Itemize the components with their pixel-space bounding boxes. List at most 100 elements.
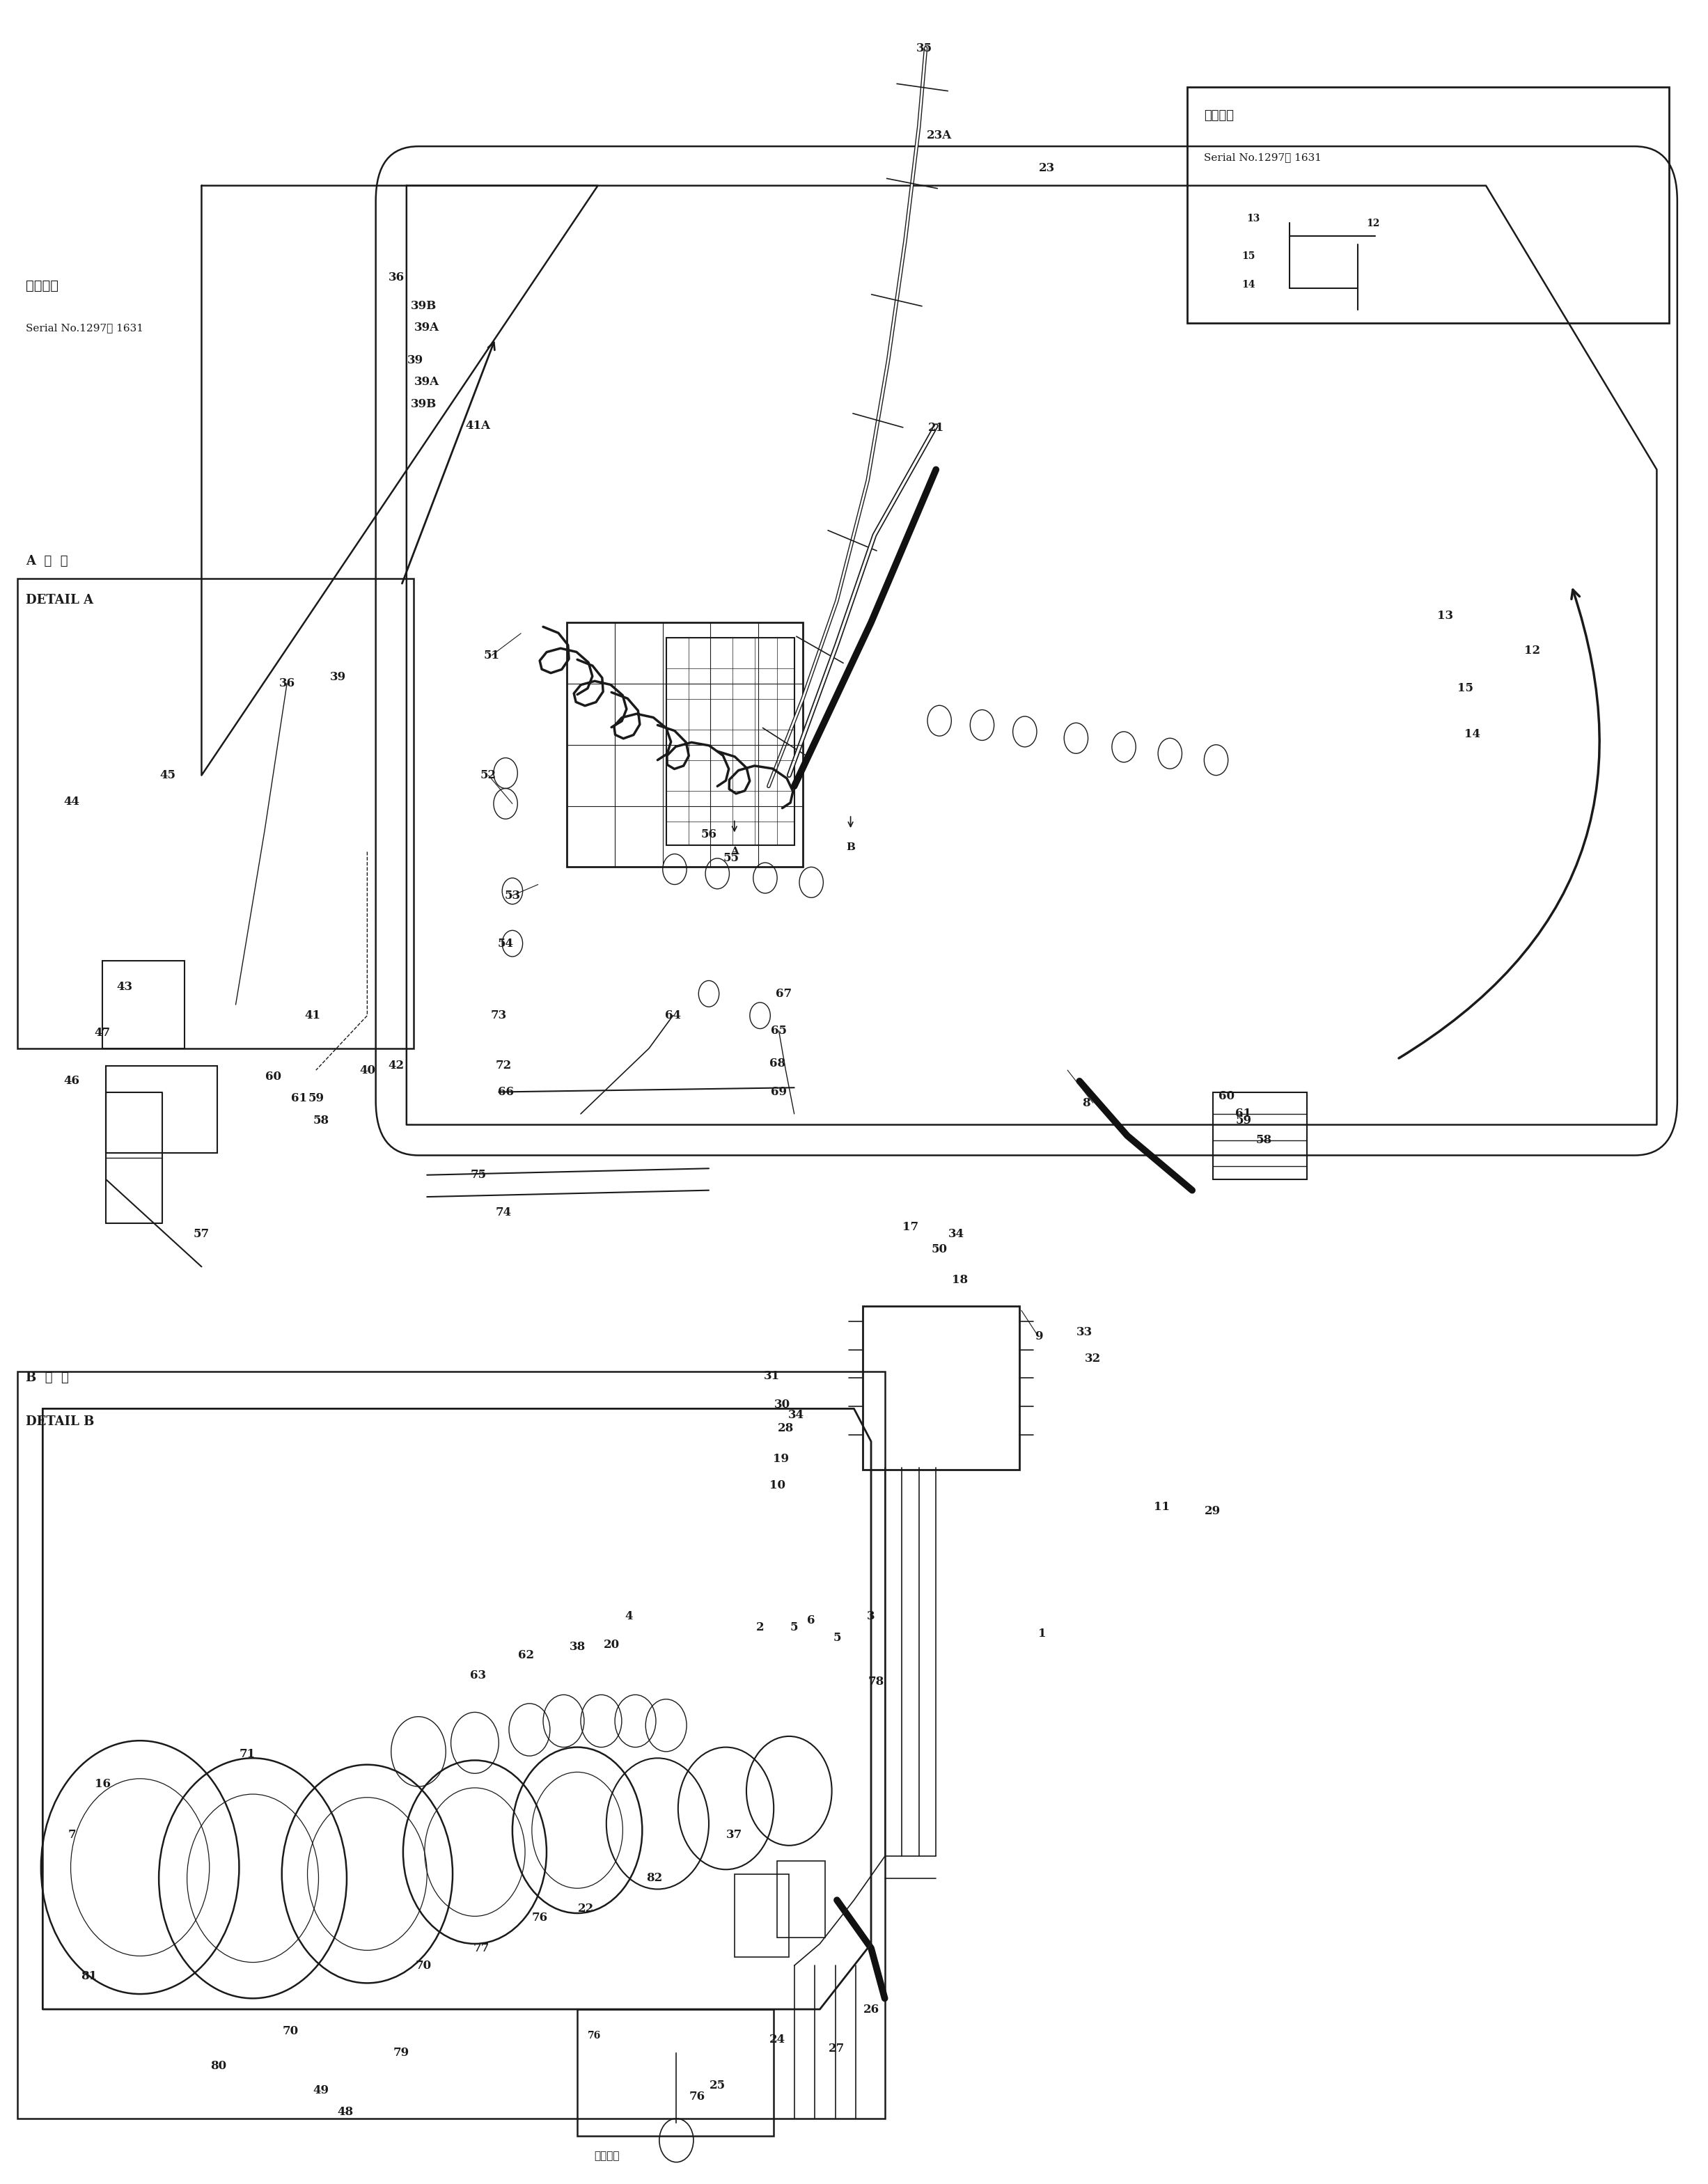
Text: 31: 31 xyxy=(763,1369,781,1382)
Text: 36: 36 xyxy=(278,677,295,690)
Bar xyxy=(17,579,413,1048)
Text: 39A: 39A xyxy=(415,376,439,389)
Text: 52: 52 xyxy=(480,769,497,782)
Text: 6: 6 xyxy=(808,1614,815,1627)
Text: 44: 44 xyxy=(63,795,80,808)
Text: 32: 32 xyxy=(1085,1352,1102,1365)
Text: 45: 45 xyxy=(159,769,176,782)
Bar xyxy=(102,961,184,1048)
Text: 73: 73 xyxy=(490,1009,507,1022)
Text: 17: 17 xyxy=(902,1221,919,1234)
Text: 42: 42 xyxy=(388,1059,405,1072)
Text: 49: 49 xyxy=(313,2084,330,2097)
Text: 70: 70 xyxy=(282,2025,299,2038)
Text: 66: 66 xyxy=(497,1085,514,1099)
Text: 53: 53 xyxy=(504,889,521,902)
Text: 26: 26 xyxy=(863,2003,880,2016)
Text: 14: 14 xyxy=(1464,727,1481,740)
Text: 76: 76 xyxy=(588,2031,601,2040)
Text: 20: 20 xyxy=(603,1638,620,1651)
Text: 60: 60 xyxy=(1218,1090,1235,1103)
Text: 75: 75 xyxy=(470,1168,487,1182)
Text: 25: 25 xyxy=(709,2079,726,2092)
Text: 67: 67 xyxy=(775,987,793,1000)
Text: 79: 79 xyxy=(393,2046,410,2060)
Text: 61: 61 xyxy=(1235,1107,1252,1120)
Text: 33: 33 xyxy=(1076,1326,1093,1339)
Text: 34: 34 xyxy=(787,1409,804,1422)
Text: 76: 76 xyxy=(688,2090,705,2103)
Text: 64: 64 xyxy=(664,1009,681,1022)
Text: 43: 43 xyxy=(116,981,133,994)
Text: 1: 1 xyxy=(1038,1627,1045,1640)
Text: 39: 39 xyxy=(407,354,424,367)
Text: 41A: 41A xyxy=(466,419,490,432)
Text: 50: 50 xyxy=(931,1243,948,1256)
Text: 23A: 23A xyxy=(927,129,951,142)
Text: 51: 51 xyxy=(483,649,500,662)
Text: 39B: 39B xyxy=(410,299,437,312)
Text: 37: 37 xyxy=(726,1828,743,1841)
Text: 82: 82 xyxy=(646,1872,663,1885)
Text: 19: 19 xyxy=(772,1452,789,1465)
Bar xyxy=(567,622,803,867)
Bar xyxy=(577,2009,774,2136)
Text: 62: 62 xyxy=(518,1649,535,1662)
Text: 65: 65 xyxy=(770,1024,787,1037)
Bar xyxy=(106,1066,217,1153)
Text: A: A xyxy=(731,847,738,856)
Text: 16: 16 xyxy=(94,1778,111,1791)
Text: 81: 81 xyxy=(80,1970,97,1983)
Text: 15: 15 xyxy=(1457,681,1474,695)
Text: 21: 21 xyxy=(927,422,945,435)
Text: 3: 3 xyxy=(868,1610,874,1623)
Text: 71: 71 xyxy=(239,1747,256,1760)
Text: 18: 18 xyxy=(951,1273,968,1286)
Text: 59: 59 xyxy=(1235,1114,1252,1127)
Text: 76: 76 xyxy=(531,1911,548,1924)
Text: 13: 13 xyxy=(1247,214,1261,223)
Text: 10: 10 xyxy=(769,1479,786,1492)
Bar xyxy=(734,1874,789,1957)
Text: 59: 59 xyxy=(307,1092,325,1105)
Text: 13: 13 xyxy=(1436,609,1454,622)
Text: 47: 47 xyxy=(94,1026,111,1040)
Text: 9: 9 xyxy=(1035,1330,1042,1343)
Text: 7: 7 xyxy=(68,1828,75,1841)
Text: 55: 55 xyxy=(722,852,740,865)
Text: 4: 4 xyxy=(625,1610,632,1623)
Text: 5: 5 xyxy=(791,1621,798,1634)
Bar xyxy=(777,1861,825,1937)
Text: 39B: 39B xyxy=(410,397,437,411)
Text: 23: 23 xyxy=(1038,162,1056,175)
Text: 40: 40 xyxy=(359,1064,376,1077)
Text: 70: 70 xyxy=(415,1959,432,1972)
Text: Serial No.1297～ 1631: Serial No.1297～ 1631 xyxy=(26,323,143,332)
Text: 12: 12 xyxy=(1524,644,1541,657)
Text: 15: 15 xyxy=(1242,251,1255,260)
Text: 適用号機: 適用号機 xyxy=(1204,109,1235,122)
Text: 5: 5 xyxy=(834,1631,840,1645)
Text: 27: 27 xyxy=(828,2042,845,2055)
Text: 77: 77 xyxy=(473,1942,490,1955)
Text: 41: 41 xyxy=(304,1009,321,1022)
Text: DETAIL B: DETAIL B xyxy=(26,1415,94,1428)
Text: 60: 60 xyxy=(265,1070,282,1083)
Text: B: B xyxy=(845,843,856,852)
Text: 46: 46 xyxy=(63,1075,80,1088)
Text: 56: 56 xyxy=(700,828,717,841)
Text: 12: 12 xyxy=(1366,218,1380,227)
Text: 2: 2 xyxy=(757,1621,763,1634)
Bar xyxy=(863,1306,1020,1470)
Text: 14: 14 xyxy=(1242,280,1255,288)
Text: 28: 28 xyxy=(777,1422,794,1435)
Text: DETAIL A: DETAIL A xyxy=(26,594,94,607)
Text: 34: 34 xyxy=(948,1227,965,1241)
Text: B  詳  細: B 詳 細 xyxy=(26,1372,68,1385)
Text: 35: 35 xyxy=(915,41,933,55)
Text: A  詳  細: A 詳 細 xyxy=(26,555,68,568)
Text: 8: 8 xyxy=(1083,1096,1090,1109)
Bar xyxy=(17,1372,885,2118)
Text: 適用号機: 適用号機 xyxy=(594,2151,620,2160)
Text: 80: 80 xyxy=(210,2060,227,2073)
